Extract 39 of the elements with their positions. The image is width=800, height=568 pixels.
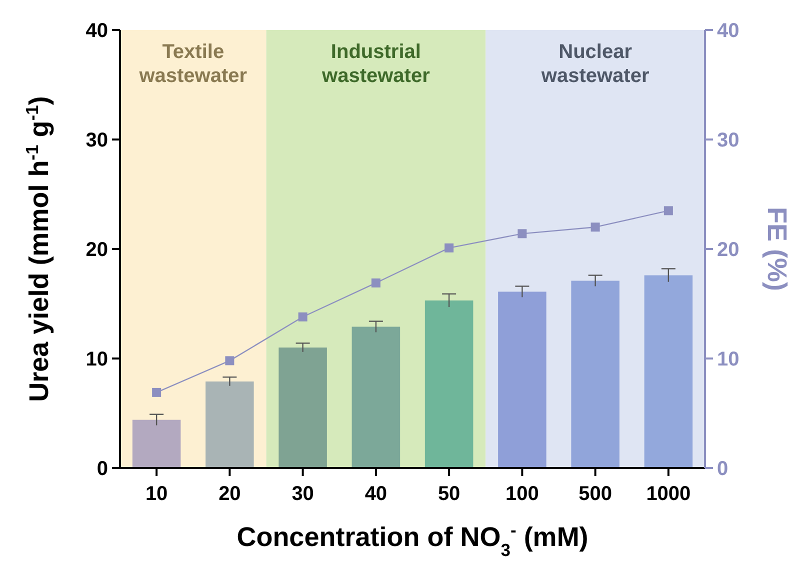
bar (571, 280, 620, 468)
point (590, 222, 600, 232)
y2-axis-title: FE (%) (762, 207, 792, 291)
x-tick-label: 100 (506, 483, 539, 505)
y-tick-label: 20 (86, 239, 108, 261)
x-axis-title: Concentration of NO$_{3}$$^{-}$ (mM) (236, 520, 588, 560)
x-tick-label: 20 (218, 483, 241, 505)
y2-tick-label: 20 (717, 239, 740, 261)
y2-tick-label: 30 (717, 130, 740, 152)
x-tick-label: 1000 (646, 483, 691, 505)
point (664, 206, 673, 216)
point (371, 278, 380, 288)
point (152, 388, 162, 397)
point (298, 312, 308, 322)
bar (424, 300, 474, 468)
y-tick-label: 0 (96, 458, 108, 480)
y-tick-label: 10 (86, 348, 108, 370)
y2-tick-label: 40 (717, 20, 740, 42)
x-tick-label: 40 (364, 483, 388, 505)
band-label: Textile wastewater (138, 41, 248, 87)
band-label: Nuclear wastewater (540, 41, 650, 87)
y-tick-label: 40 (86, 20, 108, 42)
bar (278, 348, 327, 468)
band-label: Industrial wastewater (321, 41, 430, 87)
bar (132, 420, 181, 468)
point (444, 243, 454, 252)
bar (644, 275, 693, 468)
point (518, 229, 527, 238)
y2-tick-label: 0 (717, 458, 728, 480)
bar (352, 326, 400, 468)
x-tick-label: 500 (578, 483, 612, 505)
x-tick-label: 30 (292, 483, 314, 505)
y2-tick-label: 10 (717, 348, 740, 370)
bar (206, 381, 254, 468)
x-tick-label: 50 (438, 483, 460, 505)
x-tick-label: 10 (145, 483, 168, 505)
y-tick-label: 30 (86, 130, 108, 152)
point (225, 356, 234, 366)
bar (498, 292, 546, 468)
